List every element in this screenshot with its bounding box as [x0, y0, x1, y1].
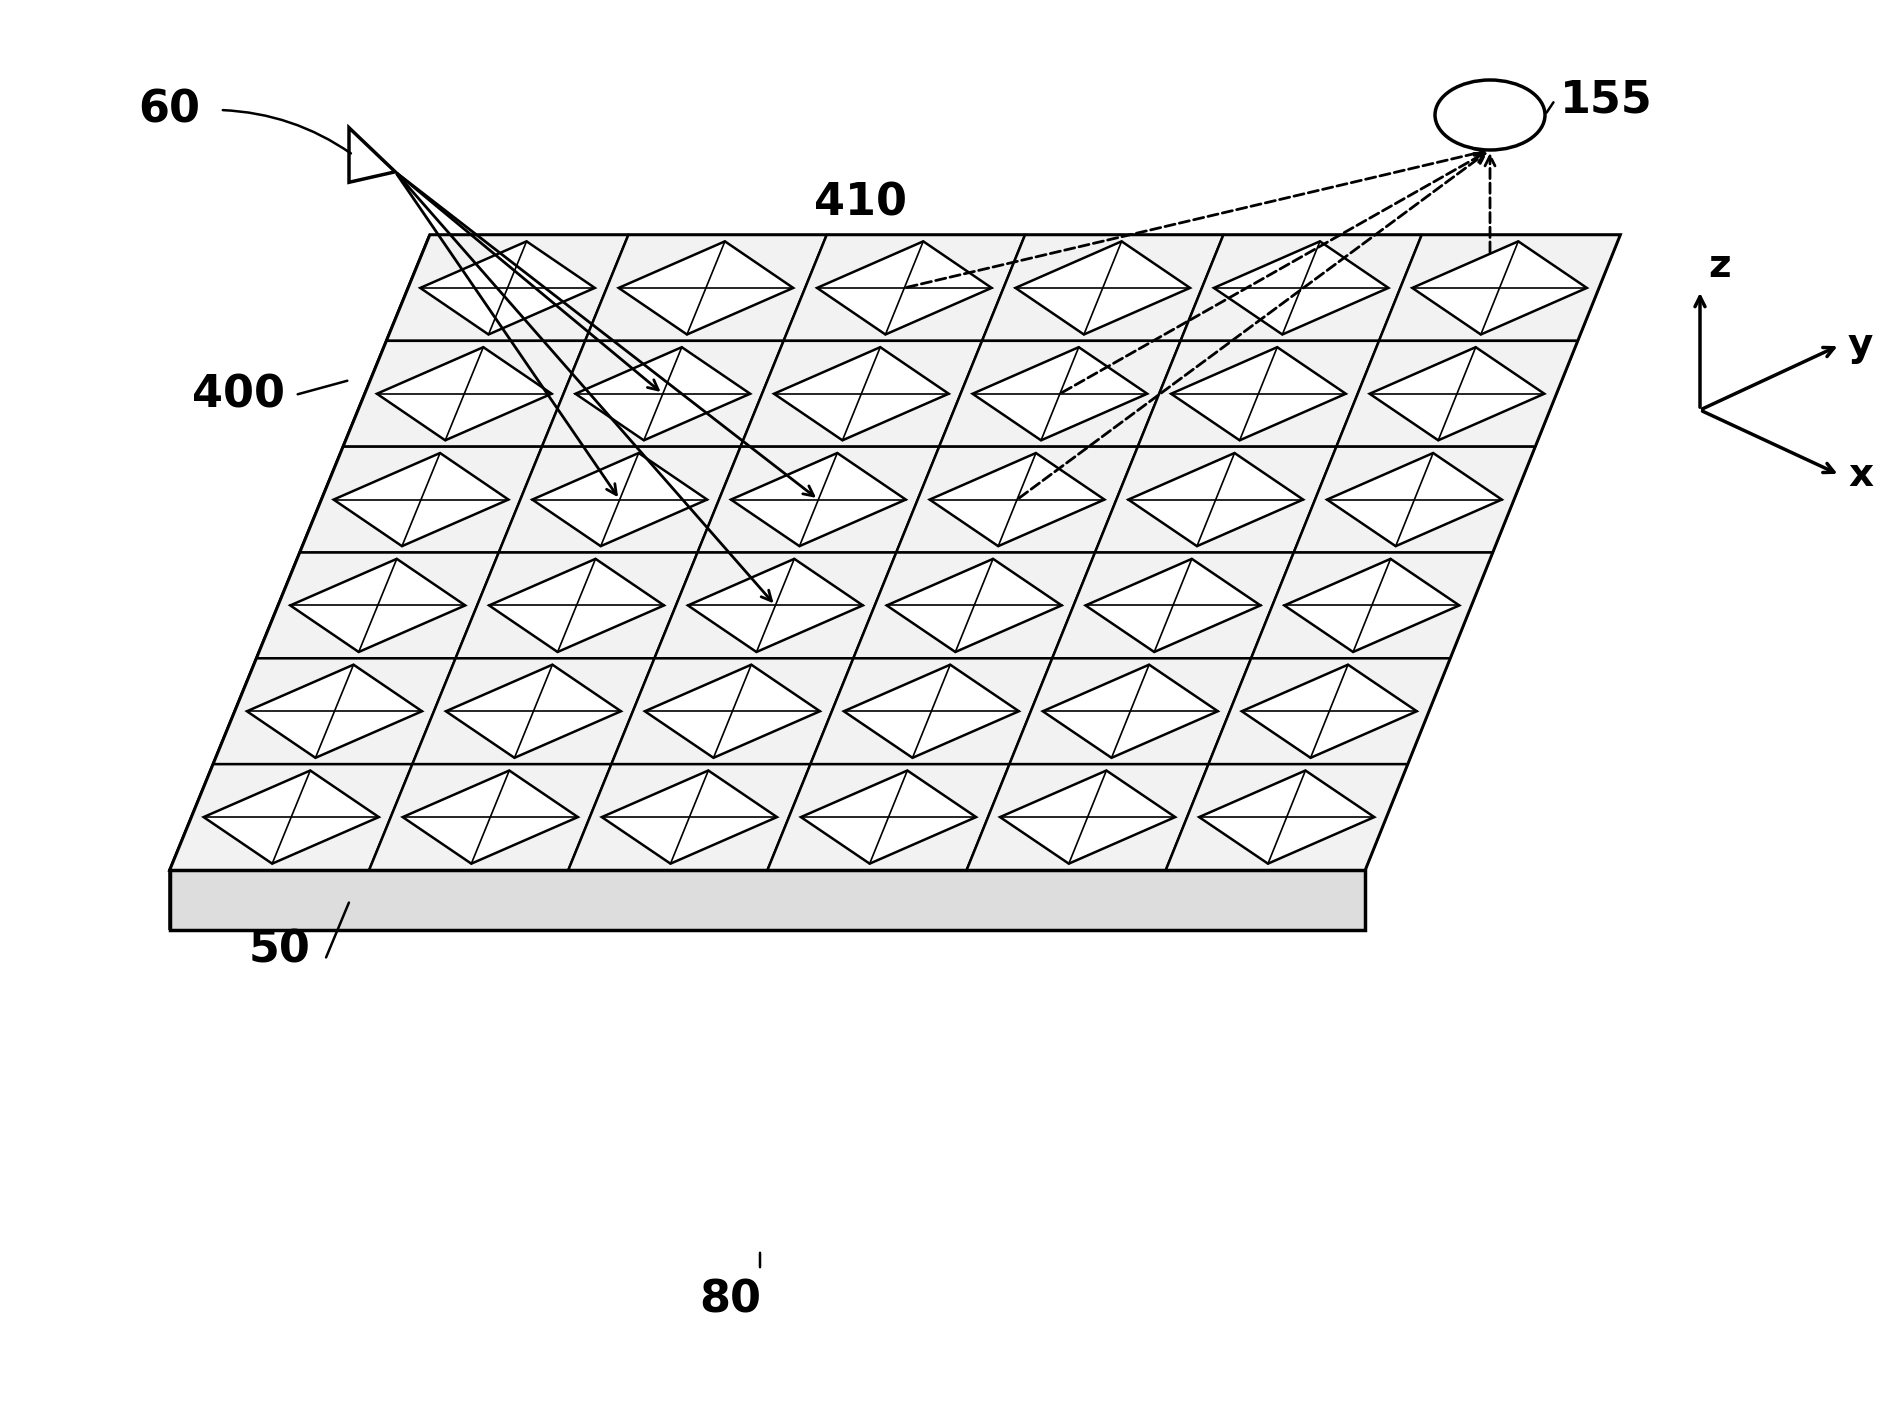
Polygon shape [1086, 559, 1260, 652]
Polygon shape [1294, 447, 1535, 552]
Polygon shape [171, 235, 430, 931]
Polygon shape [586, 235, 826, 342]
Polygon shape [1370, 347, 1544, 440]
Polygon shape [576, 347, 750, 440]
Polygon shape [246, 665, 423, 758]
Polygon shape [603, 770, 777, 864]
Text: 80: 80 [699, 1278, 762, 1322]
Polygon shape [498, 447, 741, 552]
Polygon shape [1042, 665, 1218, 758]
Polygon shape [785, 235, 1025, 342]
Text: 400: 400 [191, 373, 284, 417]
Polygon shape [349, 128, 396, 182]
Polygon shape [773, 347, 949, 440]
Polygon shape [697, 447, 940, 552]
Polygon shape [1200, 770, 1374, 864]
Polygon shape [843, 665, 1020, 758]
Polygon shape [214, 659, 455, 764]
Polygon shape [853, 552, 1095, 659]
Polygon shape [1128, 453, 1304, 546]
Text: x: x [1848, 455, 1872, 494]
Polygon shape [1412, 242, 1586, 334]
Polygon shape [421, 242, 595, 334]
Polygon shape [370, 764, 612, 869]
Polygon shape [612, 659, 853, 764]
Polygon shape [1001, 770, 1175, 864]
Polygon shape [290, 559, 466, 652]
Polygon shape [972, 347, 1146, 440]
Polygon shape [1285, 559, 1459, 652]
Polygon shape [203, 770, 379, 864]
Polygon shape [1010, 659, 1251, 764]
Ellipse shape [1435, 80, 1544, 149]
Polygon shape [387, 235, 629, 342]
Text: 60: 60 [138, 88, 201, 131]
Polygon shape [445, 665, 622, 758]
Polygon shape [455, 552, 697, 659]
Polygon shape [1215, 242, 1389, 334]
Polygon shape [1095, 447, 1336, 552]
Polygon shape [1137, 342, 1380, 447]
Polygon shape [1241, 665, 1417, 758]
Polygon shape [644, 665, 821, 758]
Polygon shape [377, 347, 551, 440]
Polygon shape [1251, 552, 1493, 659]
Polygon shape [1171, 347, 1345, 440]
Polygon shape [343, 342, 586, 447]
Polygon shape [741, 342, 982, 447]
Polygon shape [299, 447, 542, 552]
Text: 410: 410 [813, 182, 906, 225]
Polygon shape [1336, 342, 1577, 447]
Polygon shape [802, 770, 976, 864]
Polygon shape [171, 235, 1620, 869]
Polygon shape [1209, 659, 1450, 764]
Text: y: y [1848, 326, 1874, 364]
Polygon shape [532, 453, 707, 546]
Polygon shape [896, 447, 1137, 552]
Polygon shape [966, 764, 1209, 869]
Polygon shape [542, 342, 785, 447]
Polygon shape [1380, 235, 1620, 342]
Polygon shape [618, 242, 794, 334]
Polygon shape [1326, 453, 1503, 546]
Polygon shape [767, 764, 1010, 869]
Polygon shape [817, 242, 991, 334]
Polygon shape [171, 764, 413, 869]
Text: 155: 155 [1560, 78, 1652, 121]
Polygon shape [887, 559, 1061, 652]
Polygon shape [930, 453, 1105, 546]
Polygon shape [1016, 242, 1190, 334]
Polygon shape [1052, 552, 1294, 659]
Polygon shape [404, 770, 578, 864]
Polygon shape [568, 764, 811, 869]
Polygon shape [413, 659, 654, 764]
Polygon shape [171, 869, 1364, 931]
Polygon shape [688, 559, 862, 652]
Polygon shape [982, 235, 1224, 342]
Polygon shape [811, 659, 1052, 764]
Text: 50: 50 [248, 928, 311, 972]
Polygon shape [489, 559, 663, 652]
Polygon shape [940, 342, 1181, 447]
Polygon shape [334, 453, 508, 546]
Polygon shape [731, 453, 906, 546]
Polygon shape [654, 552, 896, 659]
Polygon shape [1165, 764, 1408, 869]
Polygon shape [256, 552, 498, 659]
Polygon shape [1181, 235, 1421, 342]
Text: z: z [1707, 248, 1730, 285]
